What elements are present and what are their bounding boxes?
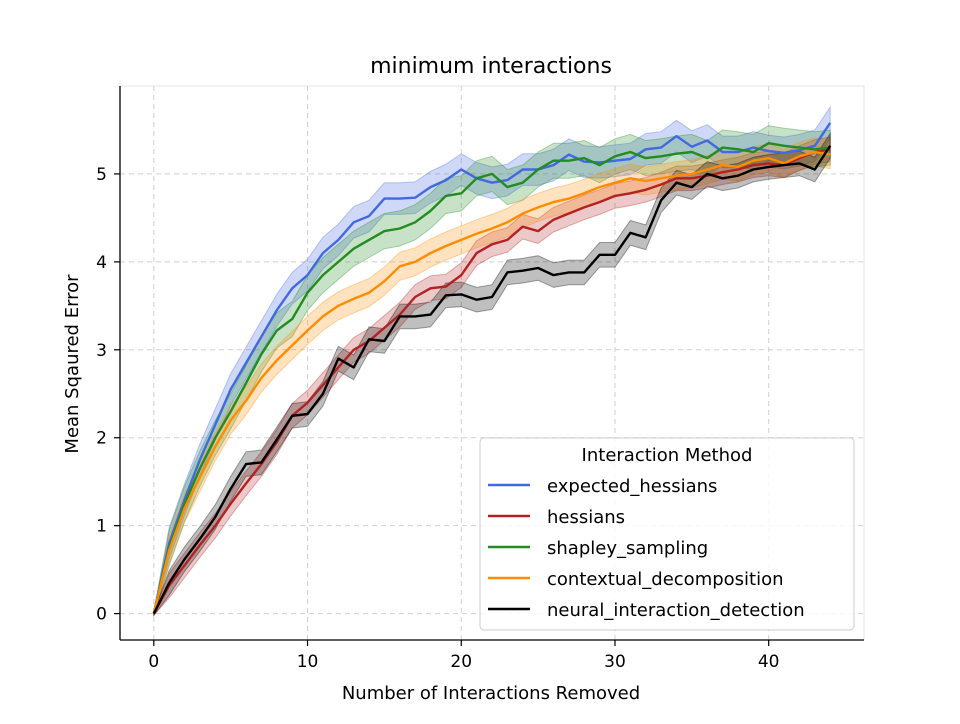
y-tick-label: 1: [96, 517, 107, 537]
legend-label-expected-hessians: expected_hessians: [547, 476, 717, 497]
band-shapley-sampling: [153, 125, 831, 616]
y-tick-label: 3: [96, 341, 107, 361]
band-hessians: [153, 136, 831, 617]
series-lines: [152, 122, 832, 615]
y-tick-label: 0: [96, 605, 107, 625]
y-axis-label: Mean Sqaured Error: [62, 274, 83, 454]
line-expected-hessians: [152, 122, 832, 614]
legend-title: Interaction Method: [582, 445, 753, 466]
legend-label-neural-interaction-detection: neural_interaction_detection: [547, 600, 805, 621]
legend-frame: [479, 437, 855, 631]
legend: Interaction Method expected_hessianshess…: [479, 437, 855, 631]
y-tick-label: 4: [96, 253, 107, 273]
x-tick-label: 0: [148, 652, 159, 672]
legend-label-shapley-sampling: shapley_sampling: [547, 538, 708, 559]
y-tick-label: 2: [96, 429, 107, 449]
line-shapley-sampling: [152, 141, 831, 614]
line-contextual-decomposition: [152, 150, 831, 614]
x-tick-label: 30: [604, 652, 626, 672]
legend-label-hessians: hessians: [547, 507, 625, 528]
ticks: 0 10 20 30 40 0 1 2 3 4 5: [96, 165, 779, 672]
axes: [119, 86, 864, 641]
band-contextual-decomposition: [153, 137, 831, 616]
x-tick-label: 40: [758, 652, 780, 672]
legend-label-contextual-decomposition: contextual_decomposition: [547, 569, 784, 590]
x-axis-label: Number of Interactions Removed: [342, 683, 640, 704]
x-tick-label: 10: [297, 652, 319, 672]
x-tick-label: 20: [450, 652, 472, 672]
chart-title: minimum interactions: [370, 54, 612, 79]
y-tick-label: 5: [96, 165, 107, 185]
line-neural-interaction-detection: [152, 145, 832, 615]
